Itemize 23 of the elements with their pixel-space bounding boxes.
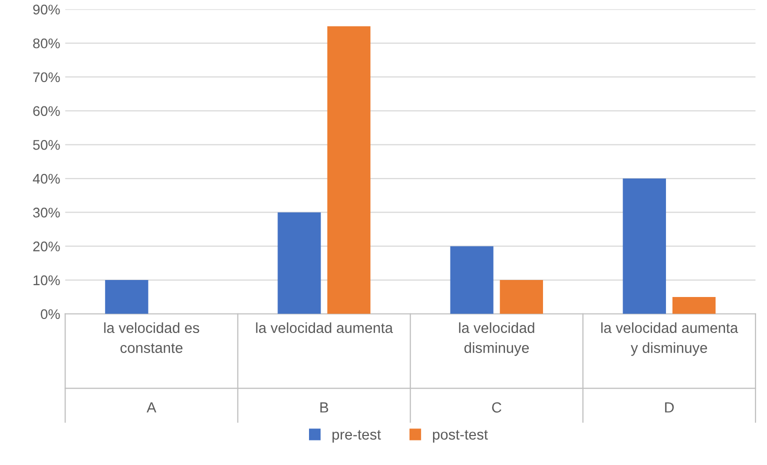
category-label: la velocidad aumenta y disminuye D (601, 322, 738, 412)
bar (672, 296, 716, 314)
y-tick-label: 50% (33, 140, 60, 150)
y-tick-label: 80% (33, 38, 60, 48)
y-tick-label: 0% (40, 309, 60, 320)
legend-label: post-test (432, 430, 488, 443)
bar (500, 280, 544, 314)
y-tick-label: 20% (33, 242, 60, 252)
legend-label: pre-test (332, 430, 381, 443)
bar (622, 178, 666, 314)
y-tick-label: 60% (33, 106, 60, 116)
category-label: la velocidad aumenta B (256, 322, 393, 412)
category-label: la velocidad es constante A (104, 322, 200, 412)
bar (105, 280, 148, 314)
y-tick-label: 90% (33, 4, 60, 14)
y-tick-label: 40% (32, 174, 60, 184)
bar (327, 26, 370, 314)
bar (278, 212, 321, 314)
y-tick-label: 10% (34, 275, 60, 286)
category-label: la velocidad disminuye C (459, 322, 534, 413)
bar (450, 246, 494, 314)
y-tick-label: 30% (33, 208, 60, 218)
y-tick-label: 70% (33, 72, 60, 82)
